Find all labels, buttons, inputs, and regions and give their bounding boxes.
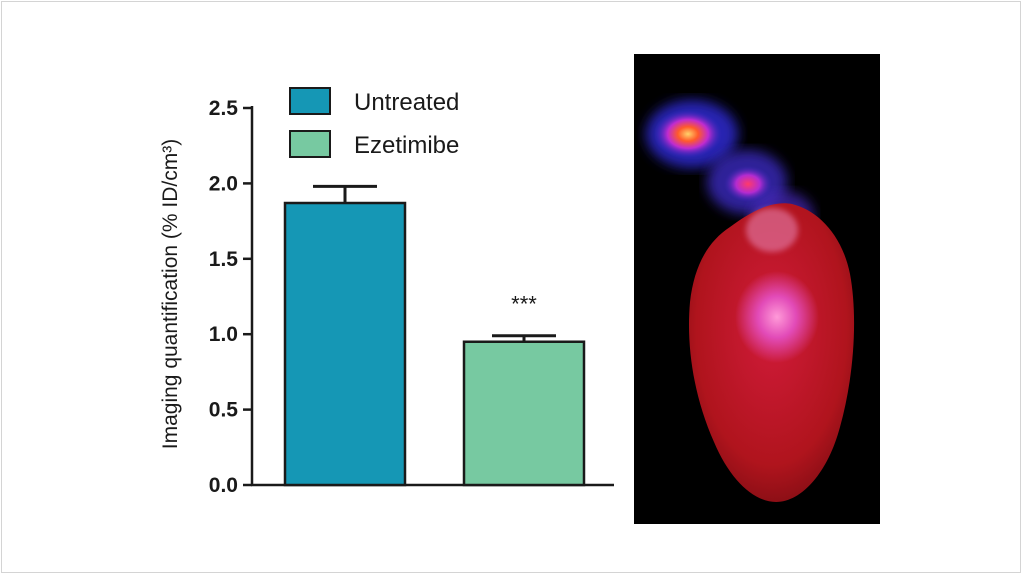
y-tick-label: 0.0 [209,474,238,497]
significance-annotation: *** [511,292,537,317]
y-tick-label: 2.0 [209,172,238,195]
bar-series: *** [283,184,586,487]
heart-pet-ct-image [634,54,880,524]
bar-ezetimibe [462,340,586,487]
legend: Untreated Ezetimibe [289,87,459,159]
bar-untreated [283,201,407,487]
y-axis-ticks: 0.0 0.5 1.0 1.5 2.0 2.5 [209,97,252,497]
legend-label-ezetimibe: Ezetimibe [354,132,459,159]
legend-swatch-ezetimibe [289,130,331,158]
y-tick-label: 2.5 [209,97,239,120]
legend-swatch-untreated [289,87,331,115]
legend-label-untreated: Untreated [354,89,459,116]
y-axis-title: Imaging quantification (% ID/cm³) [159,139,182,449]
y-tick-label: 1.0 [209,323,238,346]
y-tick-label: 1.5 [209,248,239,271]
y-tick-label: 0.5 [209,399,239,422]
